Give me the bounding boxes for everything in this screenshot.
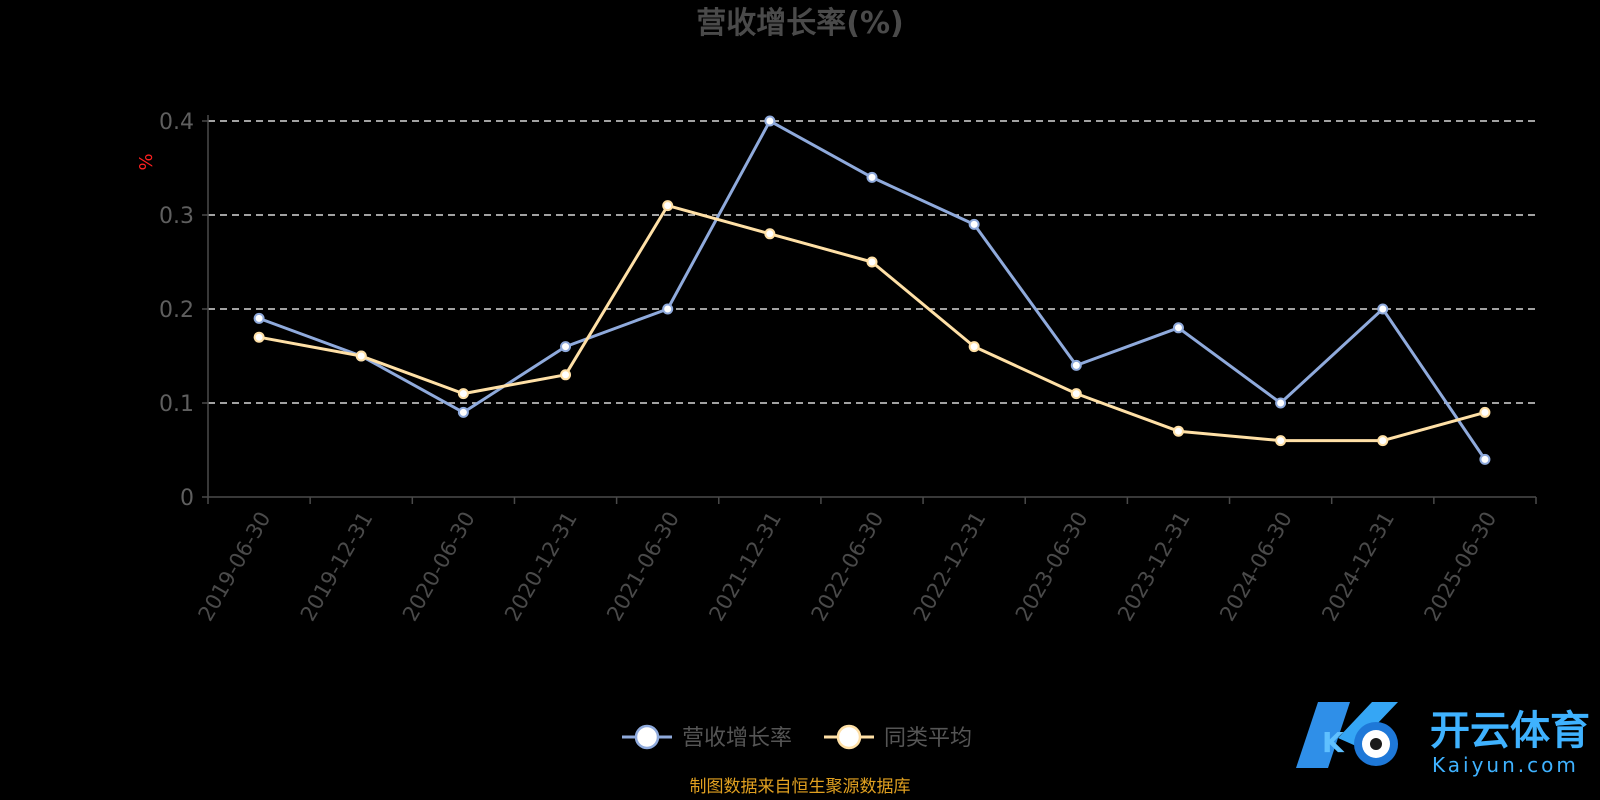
x-tick-label: 2024-06-30 — [1215, 508, 1297, 626]
data-point[interactable] — [457, 388, 469, 400]
data-point[interactable] — [355, 350, 367, 362]
y-axis-unit: % — [136, 153, 157, 170]
data-point[interactable] — [457, 406, 469, 418]
data-point[interactable] — [662, 303, 674, 315]
data-point[interactable] — [1070, 388, 1082, 400]
x-tick-label: 2023-06-30 — [1011, 508, 1093, 626]
legend-label-0[interactable]: 营收增长率 — [682, 726, 792, 751]
data-point[interactable] — [253, 331, 265, 343]
data-point[interactable] — [560, 341, 572, 353]
brand-name-en: Kaiyun.com — [1432, 753, 1579, 777]
data-point[interactable] — [560, 369, 572, 381]
x-tick-label: 2021-06-30 — [602, 508, 684, 626]
y-tick-label: 0.4 — [159, 110, 194, 135]
data-point[interactable] — [764, 228, 776, 240]
grid-lines — [208, 120, 1536, 404]
data-point[interactable] — [1275, 397, 1287, 409]
legend-marker-0[interactable] — [634, 724, 660, 750]
x-tick-label: 2025-06-30 — [1419, 508, 1501, 626]
data-point[interactable] — [764, 115, 776, 127]
series-lines — [253, 115, 1491, 465]
data-point[interactable] — [866, 171, 878, 183]
data-point[interactable] — [1479, 406, 1491, 418]
y-tick-labels: 0 0.1 0.2 0.3 0.4 — [159, 110, 194, 511]
logo-letter: K — [1322, 726, 1345, 759]
x-tick-labels: 2019-06-30 2019-12-31 2020-06-30 2020-12-31… — [194, 508, 1502, 626]
data-point[interactable] — [1172, 425, 1184, 437]
series-line-0 — [258, 119, 1487, 461]
kaiyun-logo-icon: K — [1296, 702, 1398, 768]
series-line-1 — [258, 204, 1486, 443]
legend[interactable]: 营收增长率 同类平均 — [622, 724, 972, 751]
x-tick-label: 2019-12-31 — [296, 508, 378, 626]
data-point[interactable] — [1070, 359, 1082, 371]
kaiyun-watermark: K 开云体育 Kaiyun.com — [1296, 702, 1590, 777]
data-point[interactable] — [662, 200, 674, 212]
axes — [202, 115, 1537, 504]
legend-marker-1[interactable] — [836, 724, 862, 750]
x-tick-label: 2021-12-31 — [704, 508, 786, 626]
data-point[interactable] — [1479, 453, 1491, 465]
y-tick-label: 0.3 — [159, 204, 194, 229]
data-point[interactable] — [1377, 303, 1389, 315]
data-point[interactable] — [1377, 435, 1389, 447]
x-tick-label: 2019-06-30 — [194, 508, 276, 626]
brand-name-cn: 开云体育 — [1430, 708, 1590, 754]
data-source-note: 制图数据来自恒生聚源数据库 — [690, 777, 911, 797]
data-point[interactable] — [968, 218, 980, 230]
x-tick-label: 2022-12-31 — [909, 508, 991, 626]
x-tick-label: 2024-12-31 — [1317, 508, 1399, 626]
y-tick-label: 0.1 — [159, 392, 194, 417]
y-tick-label: 0 — [180, 486, 194, 511]
data-point[interactable] — [1172, 322, 1184, 334]
y-tick-label: 0.2 — [159, 298, 194, 323]
legend-label-1[interactable]: 同类平均 — [884, 726, 972, 751]
data-point[interactable] — [1275, 435, 1287, 447]
data-point[interactable] — [968, 341, 980, 353]
x-tick-label: 2023-12-31 — [1113, 508, 1195, 626]
chart-title: 营收增长率(%) — [696, 6, 903, 41]
data-point[interactable] — [253, 312, 265, 324]
x-tick-label: 2020-12-31 — [500, 508, 582, 626]
x-tick-label: 2020-06-30 — [398, 508, 480, 626]
data-point[interactable] — [866, 256, 878, 268]
x-tick-label: 2022-06-30 — [807, 508, 889, 626]
